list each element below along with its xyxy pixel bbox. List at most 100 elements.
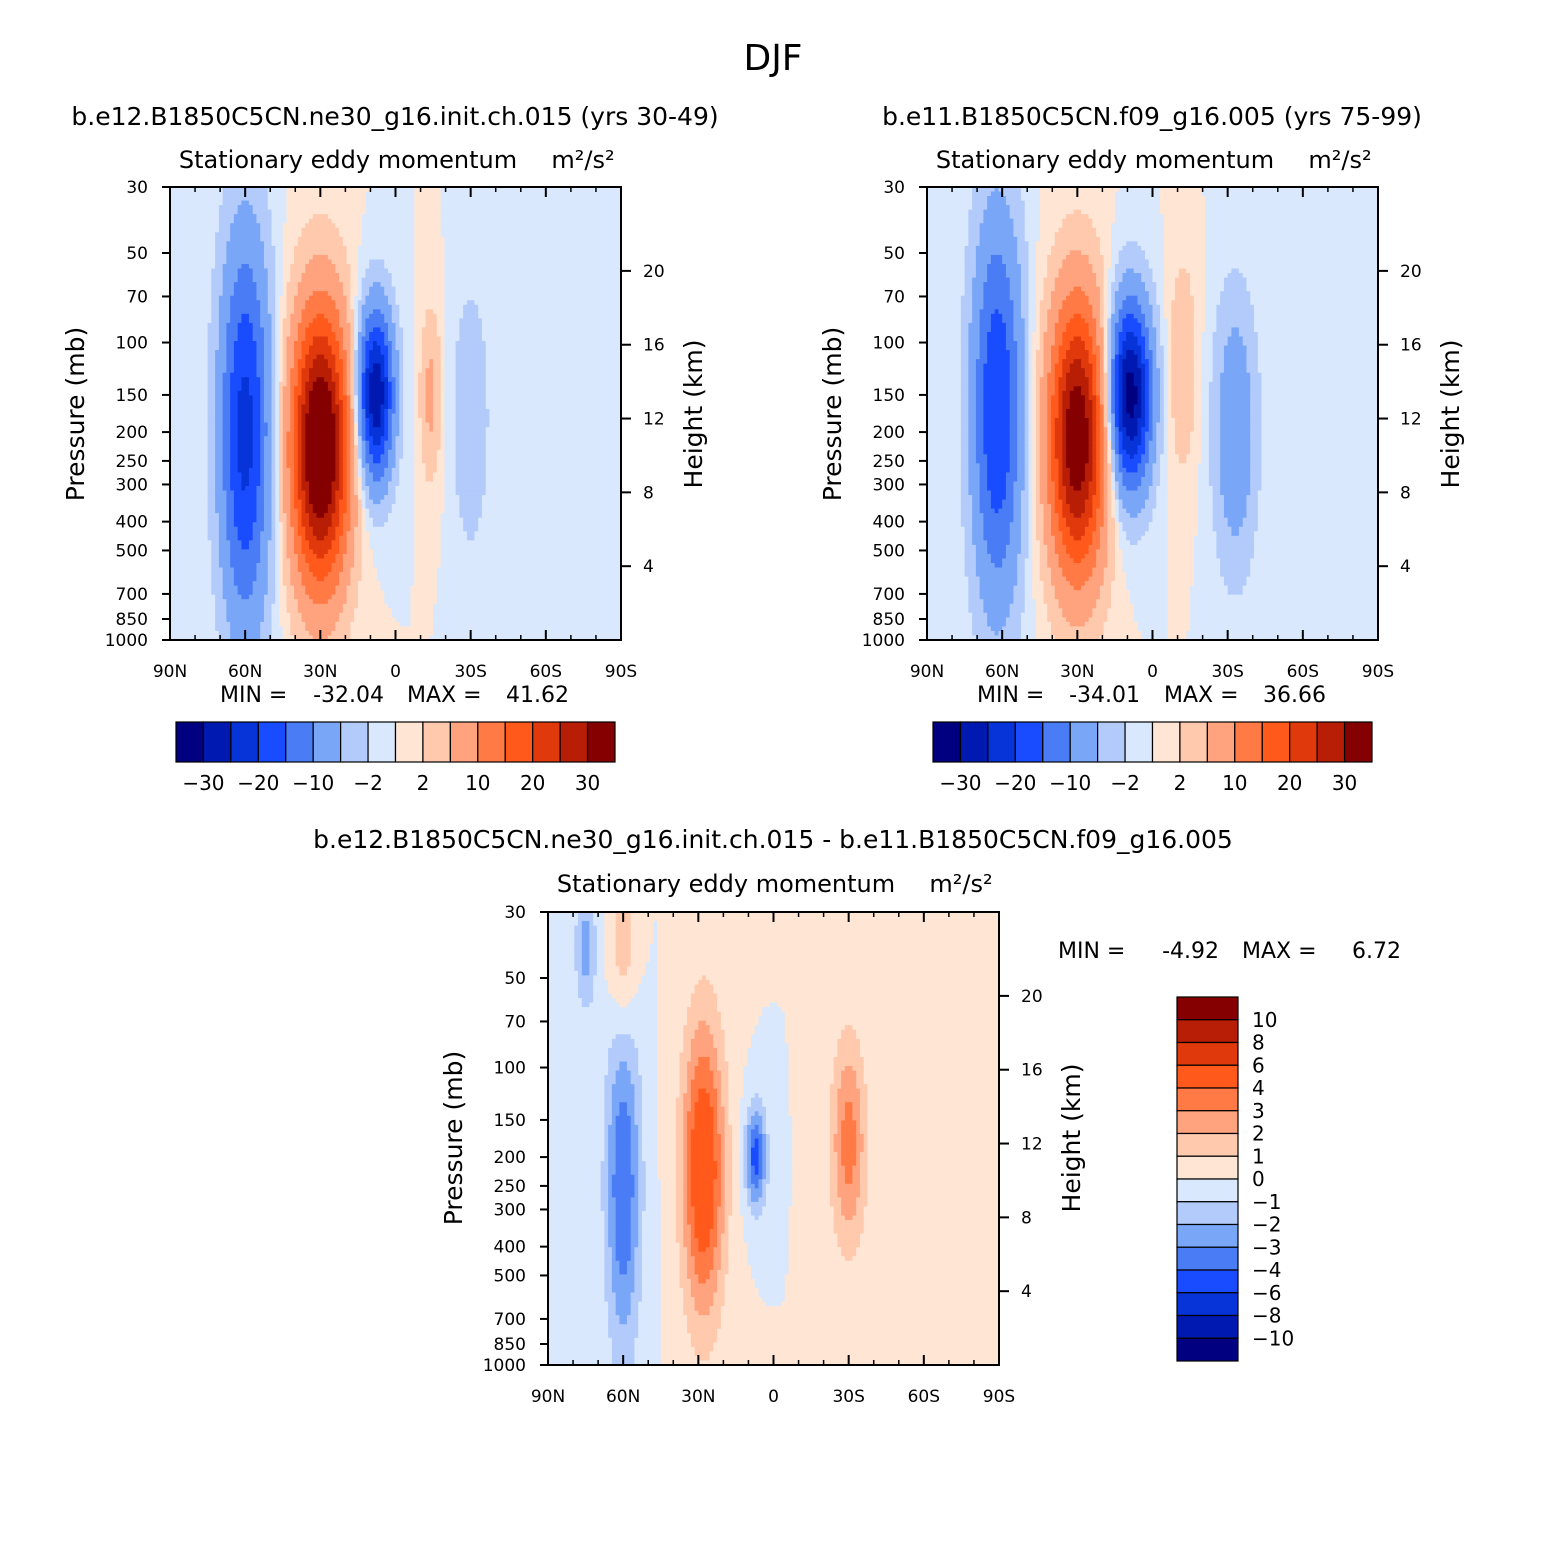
field-cell <box>305 241 310 247</box>
field-cell <box>519 291 524 297</box>
field-cell <box>512 313 517 319</box>
field-cell <box>263 200 269 206</box>
field-cell <box>515 191 521 197</box>
field-cell <box>448 368 453 374</box>
field-cell <box>177 273 182 279</box>
field-cell <box>590 282 596 288</box>
field-cell <box>429 205 434 211</box>
field-cell <box>380 327 385 333</box>
field-cell <box>433 277 438 283</box>
field-cell <box>301 354 306 360</box>
field-cell <box>463 336 468 342</box>
field-cell <box>403 250 408 256</box>
field-cell <box>294 209 299 215</box>
field-cell <box>248 273 254 279</box>
field-cell <box>196 268 201 274</box>
field-cell <box>372 187 378 193</box>
field-cell <box>331 227 336 233</box>
field-cell <box>372 313 378 319</box>
field-cell <box>320 205 325 211</box>
field-cell <box>448 245 453 252</box>
field-cell <box>350 336 355 342</box>
field-cell <box>339 277 344 283</box>
field-cell <box>466 245 472 252</box>
field-cell <box>278 345 284 351</box>
field-cell <box>474 200 479 206</box>
field-cell <box>418 259 423 265</box>
field-cell <box>493 223 498 229</box>
field-cell <box>241 286 246 292</box>
field-cell <box>218 372 224 378</box>
field-cell <box>560 200 566 206</box>
field-cell <box>226 291 231 297</box>
field-cell <box>421 277 427 283</box>
field-cell <box>290 309 295 315</box>
field-cell <box>297 214 303 220</box>
field-cell <box>278 250 284 256</box>
field-cell <box>384 336 389 342</box>
field-cell <box>320 368 325 374</box>
field-cell <box>406 264 412 270</box>
field-cell <box>222 218 227 224</box>
field-cell <box>357 259 363 265</box>
field-cell <box>312 187 318 193</box>
field-cell <box>230 205 235 211</box>
field-cell <box>579 359 585 365</box>
field-cell <box>177 245 182 252</box>
field-cell <box>451 250 457 256</box>
field-cell <box>256 322 261 329</box>
field-cell <box>316 295 321 301</box>
field-cell <box>414 232 419 238</box>
field-cell <box>301 300 306 306</box>
field-cell <box>451 341 457 347</box>
field-cell <box>350 309 355 315</box>
field-cell <box>496 345 502 351</box>
field-cell <box>350 268 355 274</box>
field-cell <box>211 363 216 369</box>
field-cell <box>512 218 517 224</box>
field-cell <box>181 300 186 306</box>
field-cell <box>587 227 592 233</box>
field-cell <box>508 191 513 197</box>
field-cell <box>327 322 333 329</box>
field-cell <box>196 331 201 338</box>
field-cell <box>230 318 235 324</box>
field-cell <box>260 223 265 229</box>
field-cell <box>496 313 502 319</box>
field-cell <box>222 259 227 265</box>
field-cell <box>527 245 532 252</box>
field-cell <box>406 345 412 351</box>
field-cell <box>542 236 547 242</box>
field-cell <box>252 277 258 283</box>
field-cell <box>350 196 355 202</box>
field-cell <box>605 291 611 297</box>
field-cell <box>425 309 430 315</box>
field-cell <box>346 322 351 329</box>
field-cell <box>575 227 581 233</box>
field-cell <box>275 291 280 297</box>
field-cell <box>395 187 400 193</box>
field-cell <box>448 327 453 333</box>
field-cell <box>515 245 521 252</box>
field-cell <box>542 368 547 374</box>
field-cell <box>448 214 453 220</box>
field-cell <box>530 205 536 211</box>
field-cell <box>493 286 498 292</box>
field-cell <box>275 205 280 211</box>
field-cell <box>406 245 412 252</box>
field-cell <box>399 295 404 301</box>
field-cell <box>545 331 551 338</box>
field-cell <box>557 322 562 329</box>
field-cell <box>463 309 468 315</box>
field-cell <box>203 259 209 265</box>
field-cell <box>357 368 363 374</box>
field-cell <box>557 304 562 310</box>
field-cell <box>512 304 517 310</box>
field-cell <box>173 200 179 206</box>
field-cell <box>609 291 615 297</box>
field-cell <box>504 322 509 329</box>
field-cell <box>474 259 479 265</box>
field-cell <box>222 187 227 193</box>
field-cell <box>579 341 585 347</box>
field-cell <box>549 268 554 274</box>
